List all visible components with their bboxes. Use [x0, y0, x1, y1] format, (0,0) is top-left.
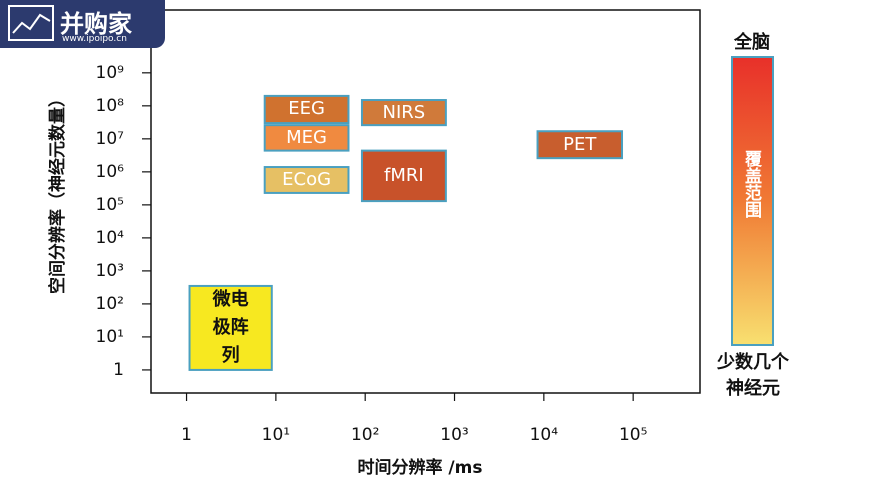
- plot-frame: [150, 9, 701, 394]
- method-range: [263, 94, 350, 125]
- colorbar: [731, 56, 774, 346]
- y-tick-label: 10³: [96, 261, 124, 281]
- method-label: NIRS: [382, 101, 426, 123]
- method-label: MEG: [286, 126, 328, 148]
- x-axis-title: 时间分辨率 /ms: [358, 457, 483, 478]
- method-label: fMRI: [384, 164, 424, 186]
- method-range: [263, 166, 350, 194]
- y-tick-label: 10⁴: [96, 228, 125, 248]
- colorbar-top-label: 全脑: [734, 32, 770, 53]
- colorbar-bottom-label: 少数几个神经元: [717, 352, 789, 399]
- y-tick-label: 10⁸: [96, 96, 125, 116]
- x-tick-label: 10¹: [262, 425, 290, 445]
- watermark-icon: [8, 5, 54, 41]
- method-range: [360, 99, 447, 127]
- watermark-text: 并购家: [60, 10, 132, 38]
- method-label: PET: [563, 133, 597, 155]
- y-tick-label: 10²: [96, 294, 124, 314]
- x-tick-label: 10⁴: [530, 425, 559, 445]
- method-label: 微电极阵列: [212, 288, 249, 366]
- y-axis-title: 空间分辨率（神经元数量）: [47, 90, 68, 294]
- method-label: EEG: [288, 98, 325, 120]
- x-tick-label: 10²: [351, 425, 379, 445]
- x-tick-label: 10³: [440, 425, 468, 445]
- watermark: 并购家 www.ipoipo.cn: [0, 0, 165, 48]
- x-tick-label: 10⁵: [619, 425, 647, 445]
- y-tick-label: 10¹: [96, 327, 124, 347]
- colorbar-title: 覆盖范围: [741, 150, 761, 218]
- y-tick-label: 10⁷: [96, 129, 125, 149]
- method-label: ECoG: [282, 168, 332, 190]
- method-range: [360, 149, 447, 203]
- y-tick-label: 10⁶: [96, 162, 125, 182]
- y-tick-label: 10⁹: [96, 63, 125, 83]
- method-range: [188, 284, 273, 371]
- method-range: [263, 124, 350, 152]
- x-tick-label: 1: [181, 425, 192, 445]
- watermark-url: www.ipoipo.cn: [62, 34, 127, 44]
- method-range: [536, 130, 624, 160]
- y-tick-label: 10⁵: [96, 195, 124, 215]
- y-tick-label: 1: [113, 360, 124, 380]
